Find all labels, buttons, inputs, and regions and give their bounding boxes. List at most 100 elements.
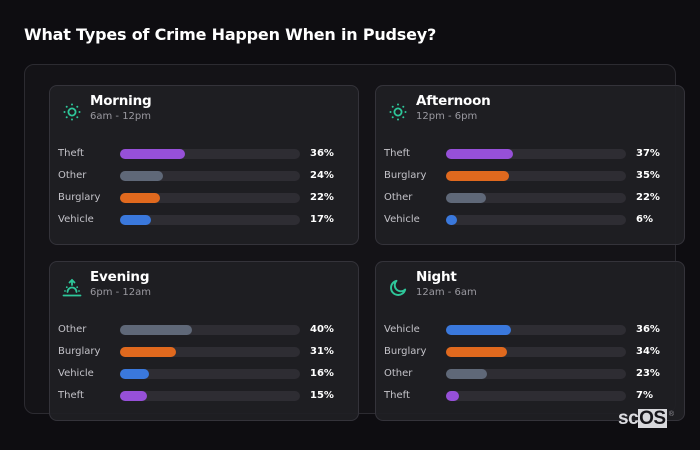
card-evening: Evening 6pm - 12am Other 40% Burglary 31… [49,261,359,421]
crime-row: Burglary 22% [50,192,358,214]
bar-track [120,391,300,401]
crime-type-label: Vehicle [58,214,94,225]
crime-percent: 23% [636,368,660,379]
bar-fill [120,171,164,181]
card-title: Evening [90,269,150,285]
crime-row: Theft 7% [376,390,684,412]
bar-fill [446,391,459,401]
crime-row: Vehicle 36% [376,324,684,346]
crime-row: Other 23% [376,368,684,390]
crime-percent: 40% [310,324,334,335]
crime-row: Other 40% [50,324,358,346]
bar-fill [120,149,185,159]
crime-percent: 31% [310,346,334,357]
bar-track [120,193,300,203]
bar-track [120,215,300,225]
bar-track [446,369,626,379]
bar-track [120,347,300,357]
crime-type-label: Theft [384,390,410,401]
crime-row: Burglary 31% [50,346,358,368]
bar-fill [120,325,192,335]
crime-row: Other 24% [50,170,358,192]
card-header: Morning 6am - 12pm [50,86,358,126]
card-time-range: 6pm - 12am [90,287,152,298]
crime-row: Vehicle 16% [50,368,358,390]
bar-track [120,325,300,335]
bar-track [446,215,626,225]
crime-row: Theft 15% [50,390,358,412]
bar-fill [446,347,508,357]
bar-fill [446,149,513,159]
scos-logo: scOS ® [618,408,674,429]
crime-type-label: Theft [384,148,410,159]
bar-track [446,391,626,401]
crime-type-label: Vehicle [58,368,94,379]
bar-track [446,347,626,357]
crime-percent: 34% [636,346,660,357]
crime-row: Other 22% [376,192,684,214]
crime-type-label: Theft [58,390,84,401]
crime-bar-list: Other 40% Burglary 31% Vehicle 16% Theft… [50,324,358,412]
registered-mark: ® [668,411,674,418]
crime-row: Burglary 34% [376,346,684,368]
crime-percent: 37% [636,148,660,159]
crime-row: Vehicle 6% [376,214,684,236]
card-header: Night 12am - 6am [376,262,684,302]
card-header: Afternoon 12pm - 6pm [376,86,684,126]
crime-bar-list: Theft 36% Other 24% Burglary 22% Vehicle… [50,148,358,236]
sun-icon [389,103,407,121]
bar-fill [120,369,149,379]
crime-type-label: Burglary [384,346,427,357]
card-afternoon: Afternoon 12pm - 6pm Theft 37% Burglary … [375,85,685,245]
crime-bar-list: Vehicle 36% Burglary 34% Other 23% Theft… [376,324,684,412]
crime-type-label: Other [58,170,87,181]
logo-prefix: sc [618,408,639,429]
crime-type-label: Other [384,192,413,203]
card-header: Evening 6pm - 12am [50,262,358,302]
moon-icon [390,279,407,296]
bar-fill [120,347,176,357]
bar-track [120,171,300,181]
crime-percent: 7% [636,390,653,401]
bar-fill [120,391,147,401]
crime-percent: 22% [636,192,660,203]
crime-bar-list: Theft 37% Burglary 35% Other 22% Vehicle… [376,148,684,236]
crime-type-label: Vehicle [384,214,420,225]
crime-percent: 35% [636,170,660,181]
bar-track [120,369,300,379]
crime-type-label: Burglary [384,170,427,181]
bar-fill [446,193,486,203]
bar-track [446,193,626,203]
card-time-range: 12pm - 6pm [416,111,478,122]
crime-percent: 24% [310,170,334,181]
sunset-icon [62,278,82,297]
bar-track [120,149,300,159]
bar-fill [446,215,457,225]
bar-fill [446,171,509,181]
crime-type-label: Other [384,368,413,379]
crime-type-label: Burglary [58,192,101,203]
crime-row: Vehicle 17% [50,214,358,236]
crime-type-label: Theft [58,148,84,159]
crime-percent: 15% [310,390,334,401]
crime-percent: 22% [310,192,334,203]
crime-row: Burglary 35% [376,170,684,192]
bar-track [446,325,626,335]
crime-percent: 6% [636,214,653,225]
crime-percent: 17% [310,214,334,225]
crime-percent: 16% [310,368,334,379]
bar-track [446,149,626,159]
sun-icon [63,103,81,121]
card-time-range: 12am - 6am [416,287,477,298]
bar-fill [446,369,488,379]
card-title: Morning [90,93,152,109]
crime-row: Theft 37% [376,148,684,170]
crime-type-label: Other [58,324,87,335]
crime-type-label: Vehicle [384,324,420,335]
bar-track [446,171,626,181]
crime-percent: 36% [310,148,334,159]
bar-fill [120,215,151,225]
bar-fill [446,325,511,335]
crime-row: Theft 36% [50,148,358,170]
crime-percent: 36% [636,324,660,335]
